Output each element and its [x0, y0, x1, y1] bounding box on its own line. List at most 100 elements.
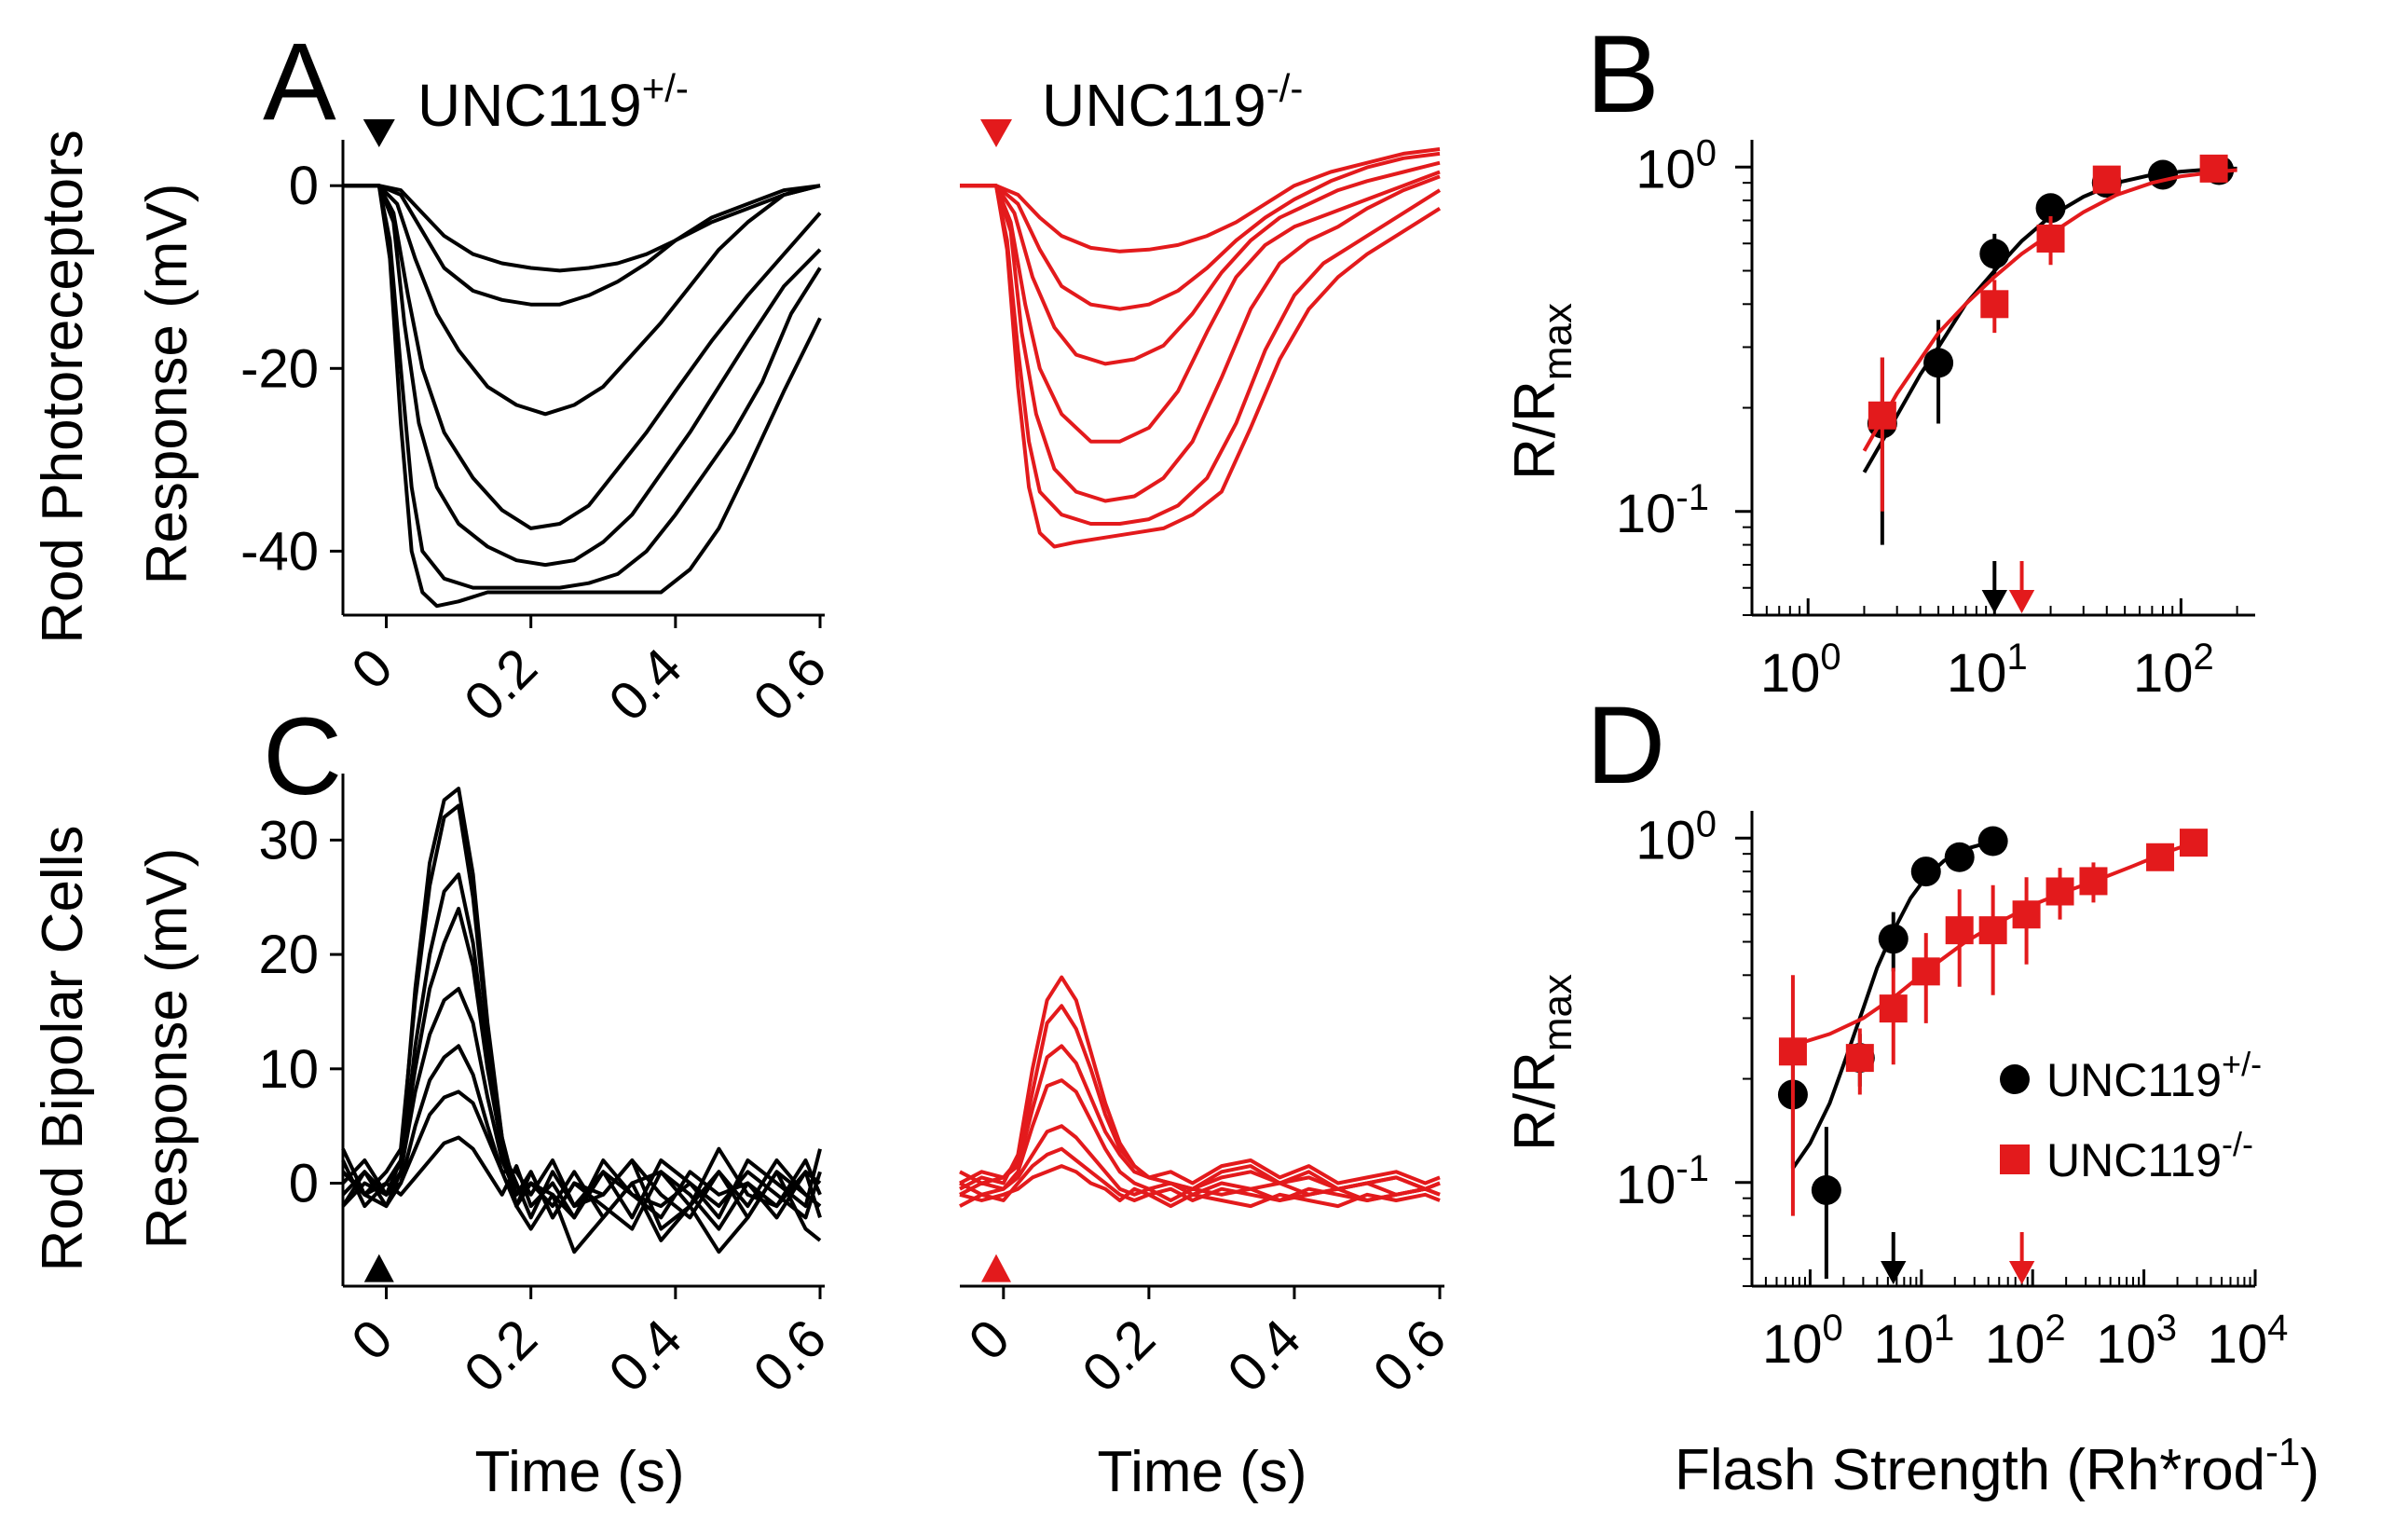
A-het-xtick-label: 0.4 [597, 637, 693, 733]
panel-b-ylabel: R/Rmax [1503, 303, 1580, 480]
panel-letter-a: A [263, 21, 336, 144]
C-ko-trace-2 [959, 1146, 1441, 1209]
A-ko-stimulus-marker [980, 119, 1013, 147]
A-het-trace-1 [343, 184, 821, 273]
A-het-ytick-label: 0 [289, 156, 319, 216]
D-point-ko [2079, 867, 2108, 896]
C-ko-trace-3 [959, 1124, 1441, 1202]
D-point-ko [2012, 900, 2041, 929]
A-het-trace-7 [343, 184, 822, 609]
legend-label-ko: UNC119-/- [2046, 1125, 2253, 1186]
A-het-ytick-label: -40 [240, 521, 319, 582]
C-ko-trace-7 [959, 975, 1441, 1191]
legend-marker-het [2000, 1064, 2030, 1094]
A-ko-trace-5 [960, 174, 1441, 503]
C-ko-xtick-label: 0.4 [1216, 1308, 1312, 1404]
legend-label-het: UNC119+/- [2046, 1045, 2262, 1106]
C-het-ytick-label: 30 [258, 810, 319, 870]
panel-d-xlabel: Flash Strength (Rh*rod-1) [1675, 1430, 2319, 1502]
C-het-xtick-label: 0.2 [453, 1308, 549, 1404]
D-point-het [1944, 842, 1975, 872]
C-het-trace-8 [341, 787, 822, 1254]
title-unc119-het: UNC119+/- [417, 66, 689, 139]
D-arrow-head-ko [2008, 1261, 2035, 1285]
C-het-ytick-label: 10 [258, 1039, 319, 1100]
A-het-trace-4 [343, 184, 822, 530]
A-ko-trace-2 [960, 151, 1441, 311]
A-het-trace-5 [343, 184, 822, 568]
C-het-xtick-label: 0 [340, 1308, 404, 1372]
B-point-ko [2092, 165, 2121, 194]
C-het-xtick-label: 0.4 [597, 1308, 693, 1404]
D-xtick-label: 101 [1873, 1308, 1954, 1375]
A-het-xtick-label: 0 [340, 637, 404, 701]
D-arrow-head-het [1881, 1261, 1907, 1285]
A-ko-trace-6 [960, 184, 1442, 526]
panel-c-ylabel: Response (mV) [135, 848, 199, 1250]
C-het-ytick-label: 20 [258, 925, 319, 985]
D-point-ko [1978, 916, 2007, 945]
panel-letter-c: C [263, 695, 342, 818]
panel-c-het-xlabel: Time (s) [475, 1440, 685, 1504]
A-ko-trace-7 [960, 184, 1442, 549]
D-point-ko [1911, 957, 1940, 986]
B-point-ko [1868, 401, 1896, 430]
A-het-trace-3 [343, 184, 821, 417]
panel-c-ko-xlabel: Time (s) [1098, 1440, 1307, 1504]
panel-letter-d: D [1586, 684, 1665, 807]
C-het-trace-6 [341, 872, 822, 1231]
A-ko-trace-3 [960, 160, 1441, 366]
B-point-het [1923, 348, 1954, 378]
A-het-xtick-label: 0.2 [453, 637, 549, 733]
B-xtick-label: 102 [2133, 637, 2214, 704]
D-ytick-label: 100 [1635, 803, 1717, 870]
A-ko-trace-1 [960, 147, 1441, 254]
C-ko-xtick-label: 0.2 [1071, 1308, 1167, 1404]
D-point-ko [2179, 829, 2208, 857]
B-point-ko [2036, 224, 2065, 253]
legend-marker-ko [2000, 1144, 2030, 1174]
B-ytick-label: 100 [1635, 132, 1717, 199]
panel-letter-b: B [1586, 13, 1660, 136]
B-arrow-head-ko [2008, 590, 2035, 614]
C-het-trace-5 [341, 907, 822, 1220]
title-unc119-ko: UNC119-/- [1042, 66, 1303, 139]
A-het-ytick-label: -20 [240, 338, 319, 399]
row-label-rod-photoreceptors: Rod Photoreceptors [31, 130, 95, 643]
C-het-trace-4 [341, 986, 822, 1220]
D-point-het [1811, 1174, 1841, 1205]
B-point-ko [2199, 154, 2228, 183]
C-ko-xtick-label: 0 [957, 1308, 1021, 1372]
D-point-het [1910, 857, 1941, 887]
panel-d-ylabel: R/Rmax [1503, 974, 1580, 1151]
plot-layer: 0 -20 -40 0 0.2 0.4 0.6 0 10 20 30 0 0.2 0.4 0.6 0 0.2 0.… [240, 119, 2288, 1404]
A-het-trace-2 [343, 184, 821, 307]
B-xtick-label: 101 [1947, 637, 2028, 704]
A-het-stimulus-marker [363, 119, 395, 147]
C-het-stimulus-marker [363, 1254, 394, 1282]
D-point-ko [1945, 916, 1974, 945]
B-xtick-label: 100 [1760, 637, 1841, 704]
B-arrow-head-het [1981, 590, 2007, 614]
B-point-ko [1980, 290, 2009, 319]
C-ko-stimulus-marker [981, 1254, 1012, 1282]
C-het-ytick-label: 0 [289, 1154, 319, 1214]
D-xtick-label: 100 [1762, 1308, 1843, 1375]
B-point-het [1979, 239, 2010, 269]
D-xtick-label: 102 [1985, 1308, 2066, 1375]
D-xtick-label: 104 [2208, 1308, 2289, 1375]
C-ko-xtick-label: 0.6 [1361, 1308, 1457, 1404]
D-point-het [1878, 924, 1909, 954]
row-label-rod-bipolar-cells: Rod Bipolar Cells [31, 826, 95, 1272]
D-point-ko [2045, 877, 2074, 906]
D-point-ko [1879, 994, 1908, 1023]
B-point-het [2035, 193, 2066, 224]
D-xtick-label: 103 [2096, 1308, 2177, 1375]
A-ko-trace-4 [960, 170, 1441, 444]
A-het-xtick-label: 0.6 [742, 637, 838, 733]
D-point-het [1977, 826, 2008, 857]
D-point-ko [2146, 843, 2175, 871]
A-het-trace-6 [343, 184, 822, 590]
D-point-ko [1778, 1037, 1807, 1066]
